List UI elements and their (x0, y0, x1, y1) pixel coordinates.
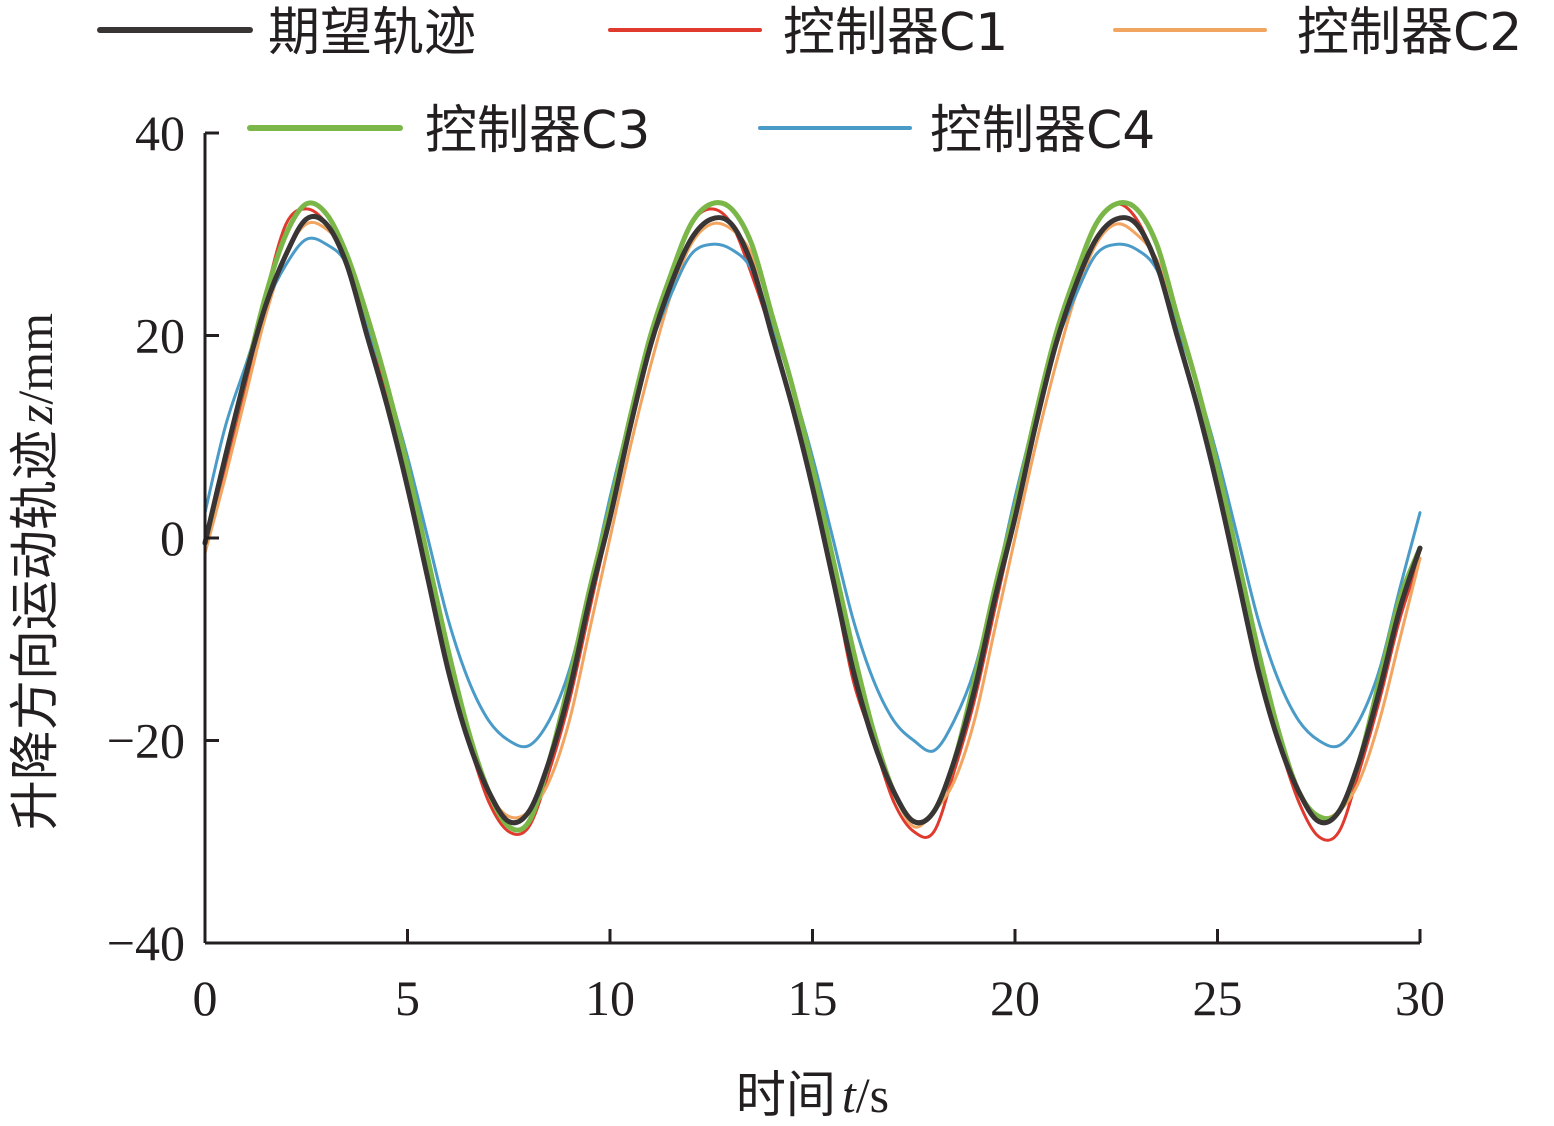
y-axis-title-variable: z (7, 405, 63, 425)
x-axis-title-variable: t (842, 1067, 857, 1123)
series-line-0 (202, 213, 1423, 826)
series-line-1 (203, 202, 1422, 842)
legend-label-4: 控制器C4 (930, 101, 1155, 161)
x-tick-label: 0 (193, 970, 218, 1026)
y-tick-label: −40 (107, 915, 185, 971)
y-axis-title: 升降方向运动轨迹 z/mm (6, 313, 64, 830)
plot-area (202, 200, 1423, 842)
series-line-2 (203, 220, 1422, 829)
y-tick-label: −20 (107, 713, 185, 769)
x-tick-label: 30 (1395, 970, 1445, 1026)
legend: 期望轨迹 控制器C1 控制器C2 控制器C3 控制器C4 (97, 3, 1522, 161)
y-tick-label: 40 (135, 105, 185, 161)
x-axis-ticks: 0 5 10 15 20 25 30 (193, 929, 1445, 1026)
legend-label-0: 期望轨迹 (268, 3, 476, 63)
y-tick-label: 0 (160, 510, 185, 566)
legend-label-2: 控制器C2 (1297, 3, 1522, 63)
legend-label-3: 控制器C3 (425, 101, 650, 161)
x-tick-label: 5 (395, 970, 420, 1026)
y-tick-label: 20 (135, 308, 185, 364)
x-tick-label: 25 (1193, 970, 1243, 1026)
y-axis-title-unit: /mm (7, 313, 63, 405)
legend-label-1: 控制器C1 (783, 3, 1008, 63)
y-axis-ticks: 40 20 0 −20 −40 (107, 105, 219, 971)
series-line-3 (202, 200, 1423, 833)
y-axis-title-prefix: 升降方向运动轨迹 (6, 430, 64, 830)
x-axis-title-prefix: 时间 (736, 1066, 836, 1124)
x-tick-label: 10 (585, 970, 635, 1026)
x-tick-label: 20 (990, 970, 1040, 1026)
x-axis-title: 时间 t/s (736, 1066, 889, 1124)
x-tick-label: 15 (788, 970, 838, 1026)
x-axis-title-unit: /s (856, 1067, 889, 1123)
